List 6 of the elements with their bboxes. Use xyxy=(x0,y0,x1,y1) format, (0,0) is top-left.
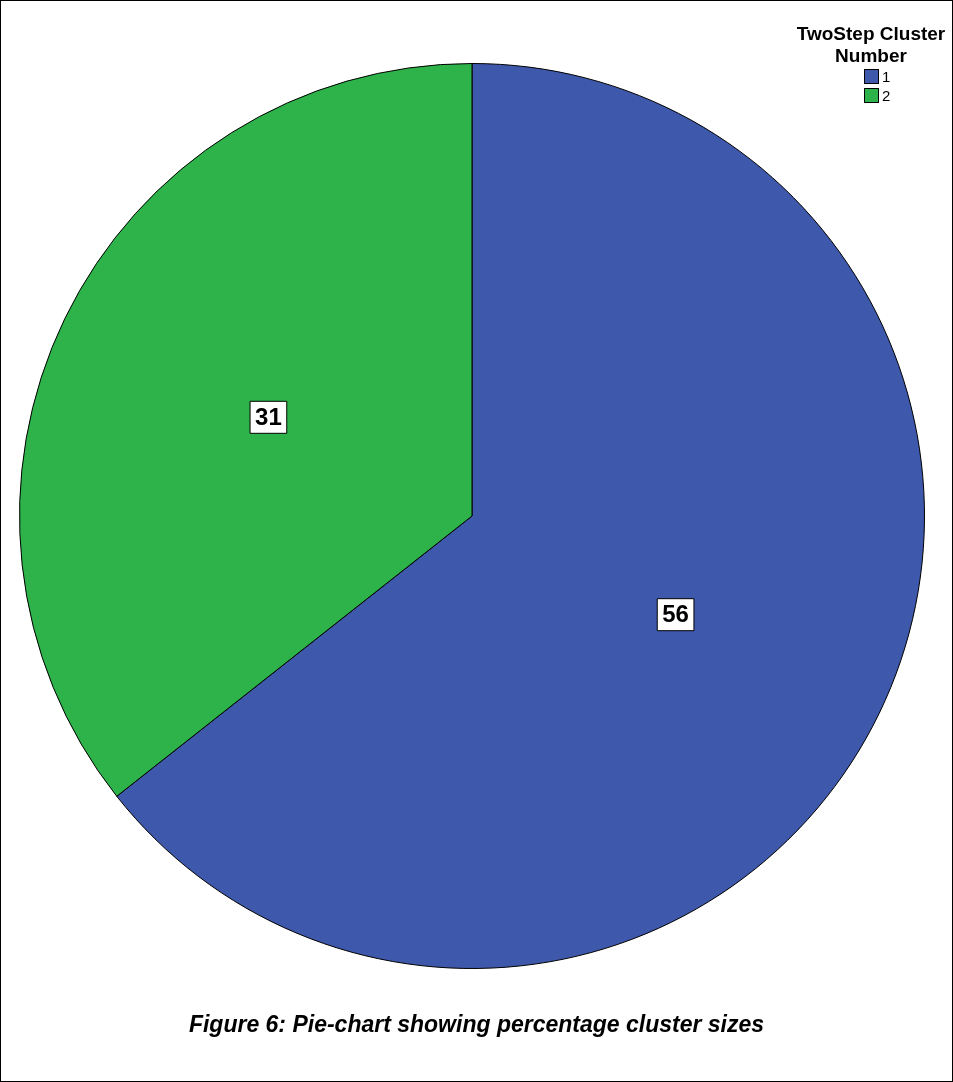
caption: Figure 6: Pie-chart showing percentage cluster sizes xyxy=(187,1011,766,1038)
data-label: 31 xyxy=(255,402,282,430)
data-label: 56 xyxy=(662,600,689,628)
legend-title: TwoStep Cluster Number xyxy=(796,23,946,67)
legend-label: 1 xyxy=(882,67,891,86)
legend-label: 2 xyxy=(882,86,891,105)
